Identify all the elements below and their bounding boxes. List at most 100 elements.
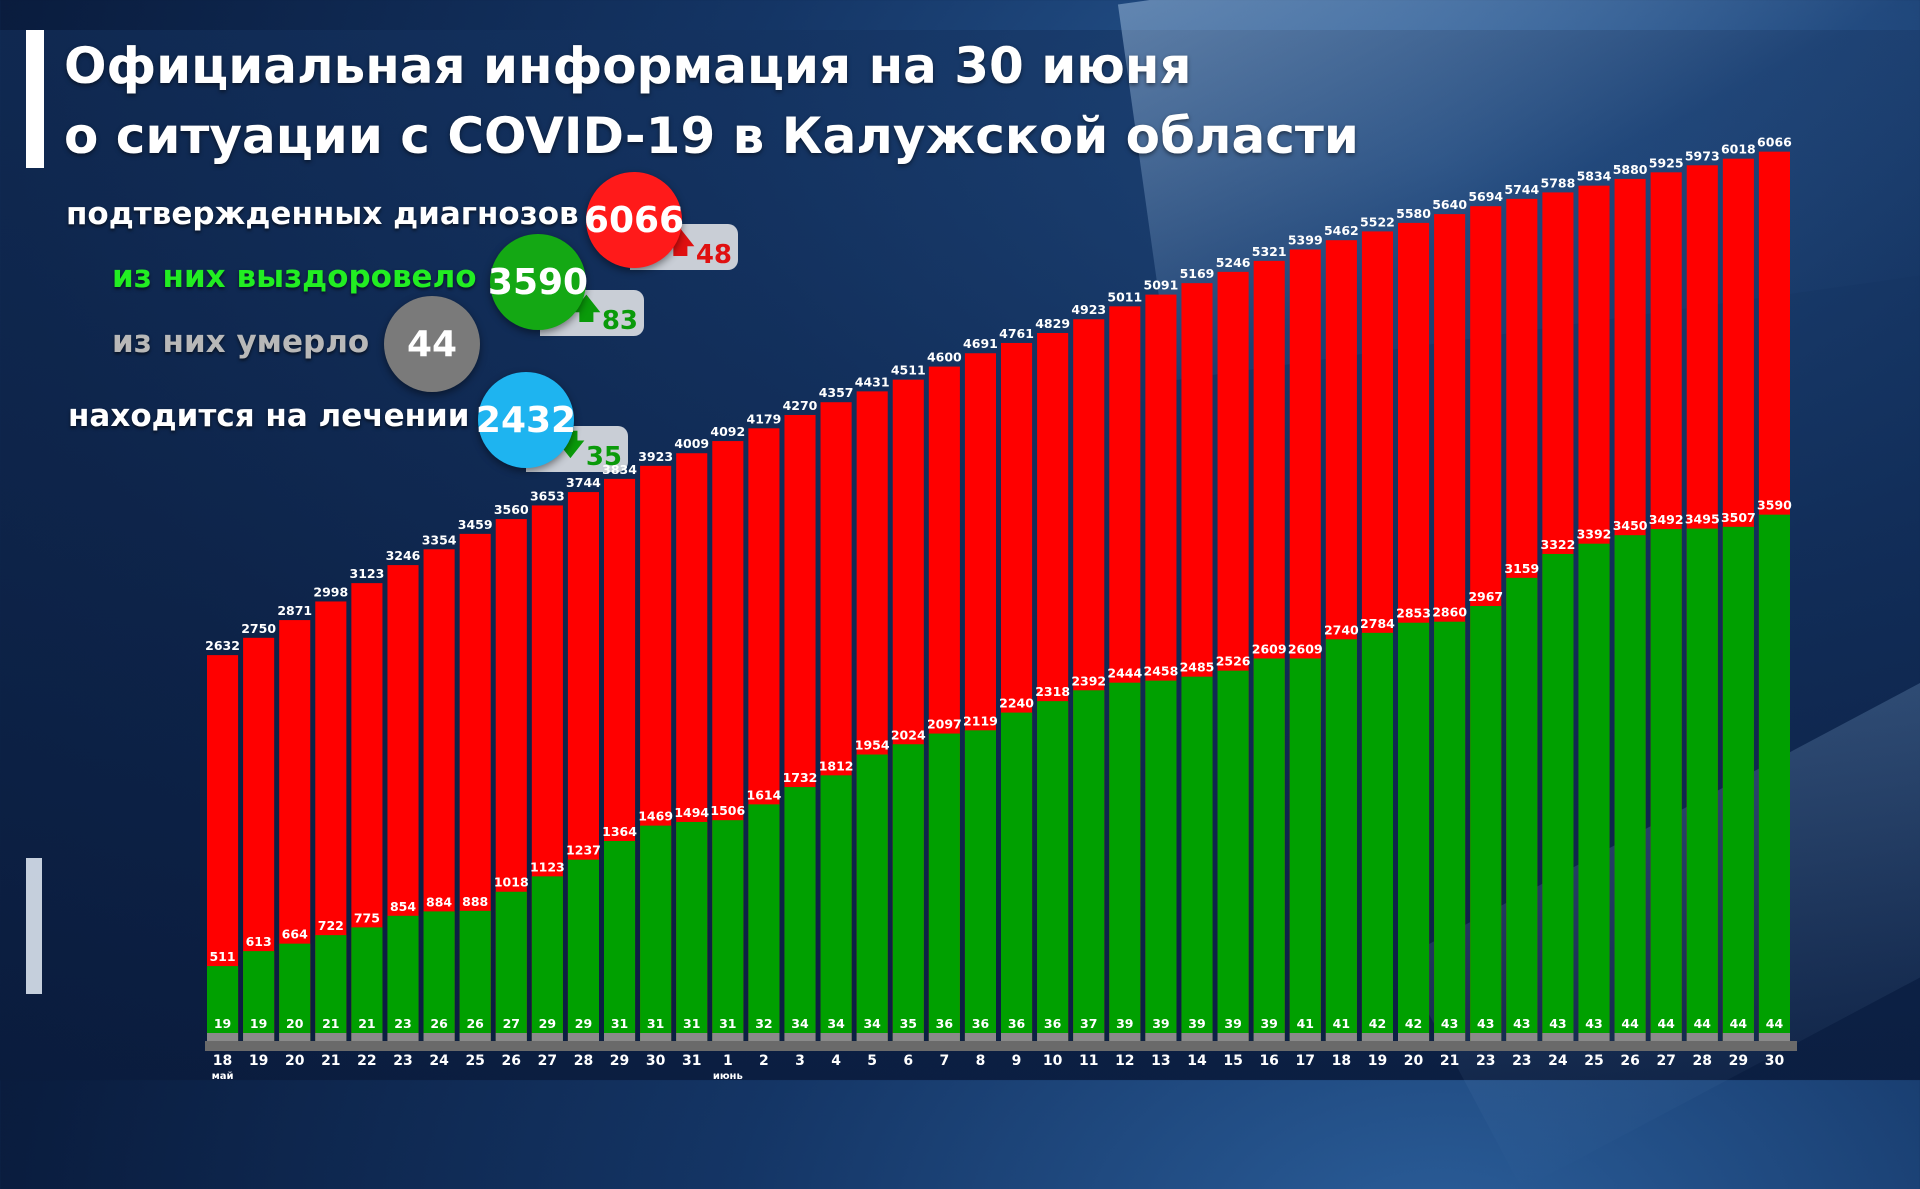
recovered-data-label: 1954 (855, 738, 890, 753)
confirmed-data-label: 2998 (313, 584, 348, 599)
confirmed-data-label: 5169 (1180, 266, 1215, 281)
died-data-label: 36 (1008, 1016, 1026, 1031)
died-bar (1434, 1033, 1466, 1041)
x-tick-label: 17 (1296, 1053, 1315, 1069)
recovered-data-label: 2740 (1324, 622, 1359, 637)
x-tick-label: 20 (285, 1053, 305, 1069)
recovered-bar (676, 821, 708, 1041)
died-bar (1109, 1033, 1141, 1041)
recovered-bar (1434, 621, 1466, 1041)
recovered-data-label: 1732 (783, 770, 818, 785)
x-tick-label: 10 (1043, 1053, 1063, 1069)
confirmed-data-label: 3744 (566, 475, 601, 490)
x-tick-label: 7 (939, 1053, 949, 1069)
recovered-bar (1325, 639, 1357, 1041)
died-data-label: 44 (1766, 1016, 1784, 1031)
x-tick-label: 18 (1332, 1053, 1351, 1069)
died-bar (567, 1033, 599, 1041)
x-tick-label: 12 (1115, 1053, 1134, 1069)
died-bar (1217, 1033, 1249, 1041)
died-bar (1470, 1033, 1502, 1041)
recovered-bar (531, 876, 563, 1041)
confirmed-data-label: 3354 (422, 532, 457, 547)
x-tick-label: 23 (393, 1053, 412, 1069)
died-bar (387, 1033, 419, 1041)
confirmed-data-label: 4511 (891, 363, 926, 378)
died-bar (1686, 1033, 1718, 1041)
died-bar (1578, 1033, 1610, 1041)
died-bar (1506, 1033, 1538, 1041)
died-data-label: 43 (1477, 1016, 1494, 1031)
x-tick-label: 23 (1512, 1053, 1531, 1069)
died-bar (676, 1033, 708, 1041)
x-tick-label: 30 (1765, 1053, 1785, 1069)
x-tick-label: 26 (502, 1053, 521, 1069)
x-tick-label: 2 (759, 1053, 769, 1069)
died-data-label: 43 (1549, 1016, 1566, 1031)
recovered-bar (1217, 670, 1249, 1041)
recovered-bar (1145, 680, 1177, 1041)
recovered-bar (279, 943, 311, 1041)
recovered-bar (1542, 553, 1574, 1041)
recovered-data-label: 722 (318, 918, 344, 933)
x-tick-label: 24 (1548, 1053, 1568, 1069)
recovered-data-label: 1364 (602, 824, 637, 839)
x-tick-label: 9 (1012, 1053, 1022, 1069)
recovered-data-label: 1123 (530, 859, 565, 874)
died-data-label: 36 (972, 1016, 990, 1031)
recovered-bar (495, 891, 527, 1041)
recovered-bar (604, 841, 636, 1041)
x-tick-label: 6 (903, 1053, 913, 1069)
x-tick-label: 27 (1656, 1053, 1675, 1069)
confirmed-data-label: 3459 (458, 517, 493, 532)
died-data-label: 39 (1260, 1016, 1277, 1031)
confirmed-data-label: 4009 (674, 436, 709, 451)
recovered-bar (243, 951, 275, 1041)
died-data-label: 31 (611, 1016, 628, 1031)
x-tick-label: 20 (1404, 1053, 1424, 1069)
died-bar (1542, 1033, 1574, 1041)
title-accent-bar (26, 30, 44, 168)
x-tick-label: 28 (1693, 1053, 1712, 1069)
recovered-bar (1361, 632, 1393, 1041)
x-tick-label: 19 (249, 1053, 268, 1069)
died-bar (928, 1033, 960, 1041)
confirmed-data-label: 5462 (1324, 223, 1359, 238)
recovered-bar (1722, 526, 1754, 1041)
died-bar (1073, 1033, 1105, 1041)
recovered-data-label: 2853 (1396, 606, 1431, 621)
covid-bar-chart: 2632511191827506131919287166420202998722… (205, 151, 1797, 1069)
x-tick-label: 16 (1259, 1053, 1278, 1069)
died-data-label: 26 (466, 1016, 484, 1031)
recovered-bar (1073, 690, 1105, 1041)
confirmed-data-label: 4829 (1035, 316, 1070, 331)
recovered-bar (928, 733, 960, 1041)
died-bar (1001, 1033, 1033, 1041)
recovered-bar (1758, 514, 1790, 1041)
x-tick-label: 11 (1079, 1053, 1098, 1069)
recovered-data-label: 3322 (1541, 537, 1576, 552)
died-data-label: 29 (575, 1016, 592, 1031)
x-tick-label: 30 (646, 1053, 666, 1069)
recovered-bar (784, 787, 816, 1041)
died-data-label: 35 (900, 1016, 917, 1031)
page-subtitle: о ситуации с COVID-19 в Калужской област… (64, 107, 1359, 165)
died-bar (279, 1033, 311, 1041)
x-tick-label: 21 (321, 1053, 340, 1069)
confirmed-data-label: 2750 (241, 621, 276, 636)
died-bar (531, 1033, 563, 1041)
died-bar (1289, 1033, 1321, 1041)
recovered-data-label: 3159 (1504, 561, 1539, 576)
died-bar (243, 1033, 275, 1041)
died-data-label: 19 (250, 1016, 267, 1031)
recovered-data-label: 3492 (1649, 512, 1684, 527)
died-data-label: 43 (1585, 1016, 1602, 1031)
died-data-label: 29 (539, 1016, 556, 1031)
died-data-label: 34 (791, 1016, 809, 1031)
died-bar (1398, 1033, 1430, 1041)
died-bar (351, 1033, 383, 1041)
recovered-bar (1109, 682, 1141, 1041)
recovered-data-label: 1018 (494, 875, 529, 890)
recovered-data-label: 1237 (566, 843, 601, 858)
treatment-label: находится на лечении (68, 398, 470, 434)
